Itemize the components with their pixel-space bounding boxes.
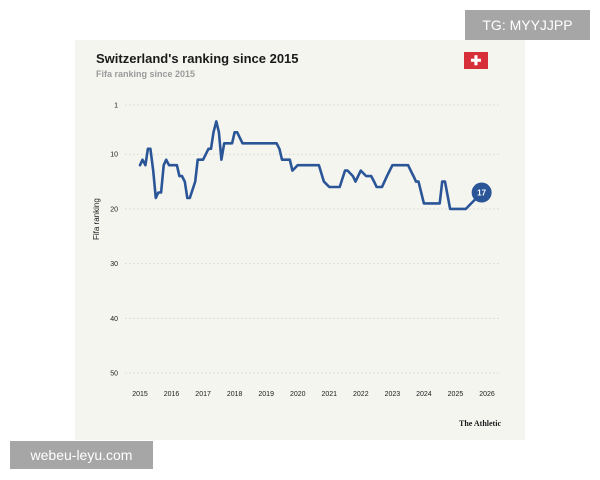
y-tick-label: 50 (110, 371, 118, 378)
x-tick-label: 2026 (479, 391, 495, 398)
x-tick-label: 2024 (416, 391, 432, 398)
watermark-bottom-left: webeu-leyu.com (10, 441, 153, 469)
x-tick-label: 2022 (353, 391, 369, 398)
y-tick-label: 1 (114, 103, 118, 110)
x-tick-label: 2020 (290, 391, 306, 398)
x-tick-label: 2019 (258, 391, 274, 398)
y-tick-label: 10 (110, 152, 118, 159)
x-tick-label: 2015 (132, 391, 148, 398)
x-tick-label: 2021 (321, 391, 337, 398)
x-tick-label: 2016 (164, 391, 180, 398)
chart-title: Switzerland's ranking since 2015 (96, 51, 299, 66)
end-point-marker (471, 182, 492, 203)
x-tick-label: 2017 (195, 391, 211, 398)
end-point-label: 17 (477, 189, 486, 198)
x-tick-label: 2025 (448, 391, 464, 398)
brand-logo: The Athletic (459, 419, 501, 428)
x-tick-label: 2023 (385, 391, 401, 398)
x-tick-label: 2018 (227, 391, 243, 398)
y-tick-label: 20 (110, 206, 118, 213)
swiss-flag-icon: ✚ (464, 52, 488, 69)
chart-subtitle: Fifa ranking since 2015 (96, 69, 196, 79)
watermark-top-right: TG: MYYJJPP (465, 10, 590, 40)
cross-icon: ✚ (470, 53, 482, 68)
y-tick-label: 30 (110, 261, 118, 268)
series-line (138, 120, 483, 211)
y-tick-label: 40 (110, 316, 118, 323)
